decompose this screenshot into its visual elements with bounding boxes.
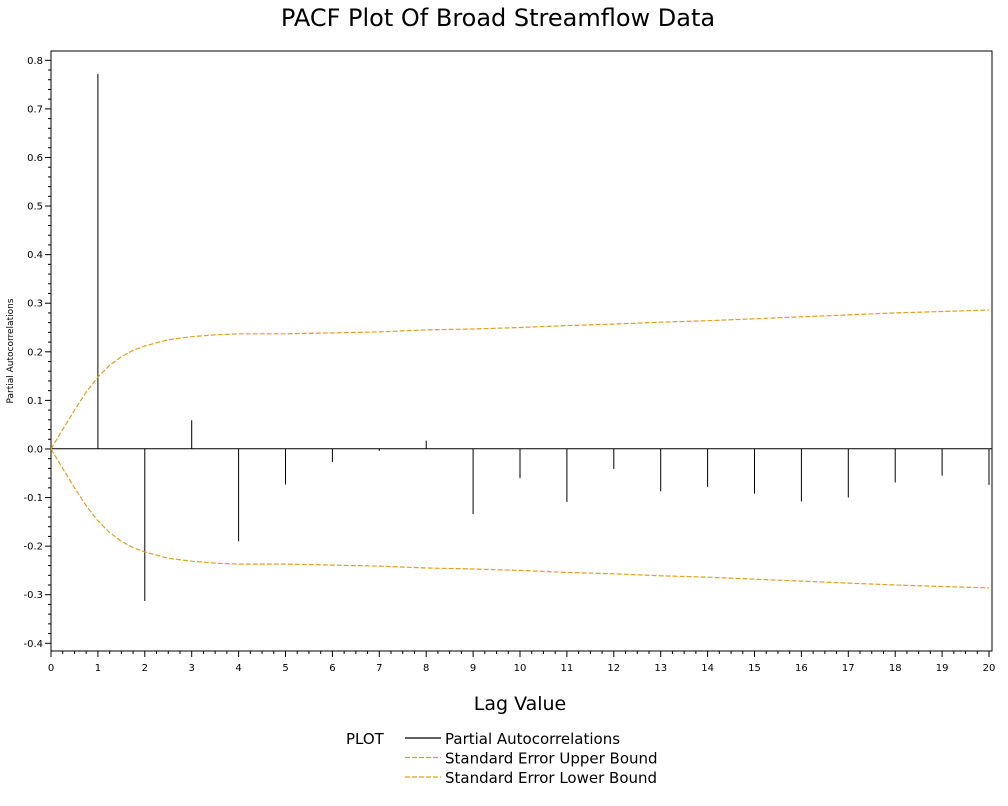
y-tick-label: -0.3 — [23, 590, 43, 601]
x-tick-label: 8 — [423, 663, 429, 674]
x-axis: 0 1 2 3 4 5 6 7 8 9 10 11 12 13 14 15 16 17 18 19 20 — [48, 651, 996, 674]
x-tick-label: 11 — [561, 663, 574, 674]
y-tick-label: 0.2 — [27, 347, 43, 358]
lower-bound-line — [50, 448, 990, 589]
x-tick-label: 18 — [889, 663, 902, 674]
y-tick-label: 0.3 — [27, 299, 43, 310]
y-tick-label: 0.7 — [27, 104, 43, 115]
upper-bound-line — [50, 309, 990, 450]
x-tick-label: 6 — [329, 663, 335, 674]
x-tick-label: 0 — [48, 663, 54, 674]
y-tick-label: 0.5 — [27, 202, 43, 213]
x-tick-label: 10 — [514, 663, 527, 674]
series-layer — [50, 73, 990, 602]
y-tick-label: 0.4 — [27, 250, 43, 261]
plot-area-frame — [50, 50, 993, 652]
x-tick-label: 9 — [470, 663, 476, 674]
x-tick-label: 7 — [376, 663, 382, 674]
y-tick-label: -0.2 — [23, 542, 43, 553]
x-tick-label: 14 — [701, 663, 714, 674]
legend-entry-label: Partial Autocorrelations — [445, 730, 620, 748]
x-tick-label: 20 — [983, 663, 996, 674]
x-tick-label: 2 — [142, 663, 148, 674]
x-axis-label: Lag Value — [474, 693, 567, 715]
x-tick-label: 3 — [189, 663, 195, 674]
x-tick-label: 5 — [282, 663, 288, 674]
legend-entry-label: Standard Error Upper Bound — [445, 750, 658, 768]
x-tick-label: 4 — [235, 663, 241, 674]
x-tick-label: 16 — [795, 663, 808, 674]
x-tick-label: 1 — [95, 663, 101, 674]
chart-title: PACF Plot Of Broad Streamflow Data — [281, 4, 715, 32]
y-axis-label: Partial Autocorrelations — [6, 298, 16, 403]
y-tick-label: 0.0 — [27, 444, 43, 455]
y-tick-label: 0.8 — [27, 56, 43, 67]
x-tick-label: 15 — [748, 663, 761, 674]
x-tick-label: 13 — [654, 663, 667, 674]
x-tick-label: 17 — [842, 663, 855, 674]
legend-title: PLOT — [346, 730, 385, 748]
y-tick-label: -0.1 — [23, 493, 43, 504]
x-tick-label: 12 — [607, 663, 620, 674]
legend: PLOT Partial Autocorrelations Standard Er… — [346, 730, 658, 787]
y-axis: -0.4 -0.3 -0.2 -0.1 0.0 0.1 0.2 0.3 0.4 0.5 0.6 0.7… — [23, 56, 51, 650]
x-tick-label: 19 — [936, 663, 949, 674]
y-tick-label: 0.1 — [27, 396, 43, 407]
y-tick-label: 0.6 — [27, 153, 43, 164]
y-tick-label: -0.4 — [23, 639, 43, 650]
legend-entry-label: Standard Error Lower Bound — [445, 769, 657, 787]
